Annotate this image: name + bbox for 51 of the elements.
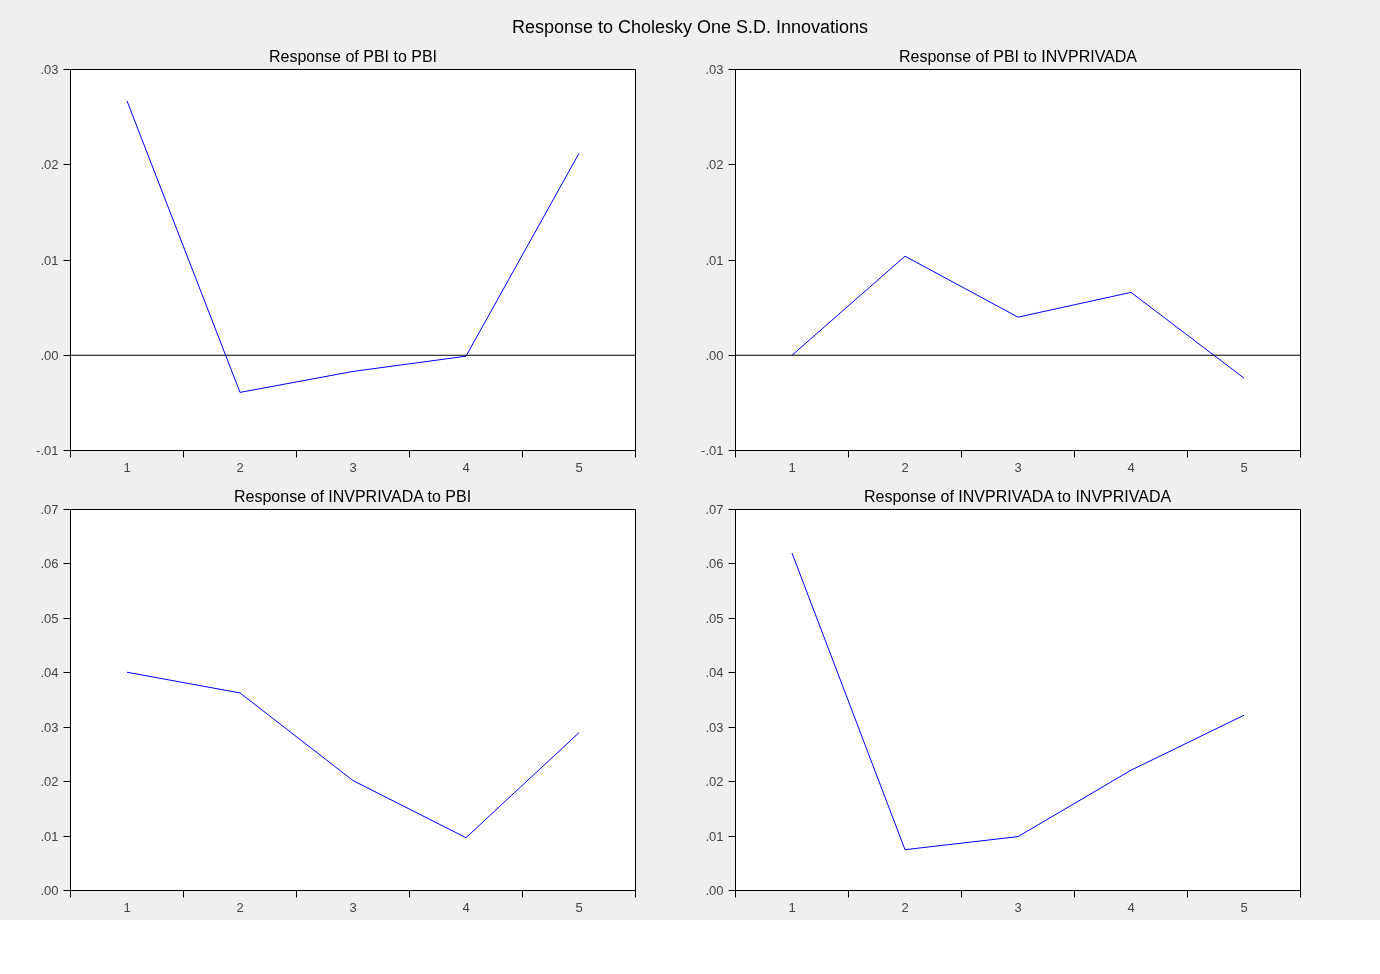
y-tick-label: .03 bbox=[40, 719, 59, 735]
x-tick-label: 5 bbox=[575, 459, 583, 475]
chart-title: Response of PBI to INVPRIVADA bbox=[898, 47, 1138, 65]
y-tick-label: .02 bbox=[705, 774, 724, 790]
y-tick-label: .04 bbox=[40, 665, 59, 681]
y-tick-label: .01 bbox=[40, 252, 59, 268]
y-tick-label: .01 bbox=[705, 252, 724, 268]
x-tick-label: 2 bbox=[901, 899, 909, 915]
y-tick-label: .04 bbox=[705, 665, 724, 681]
x-tick-label: 4 bbox=[462, 459, 470, 475]
text: Response to Cholesky One S.D. Innovations bbox=[511, 16, 869, 39]
x-tick-label: 3 bbox=[349, 459, 357, 475]
x-tick-label: 1 bbox=[788, 899, 796, 915]
y-tick-label: .00 bbox=[705, 883, 724, 898]
y-tick-label: .00 bbox=[40, 883, 59, 898]
y-tick-label: .02 bbox=[705, 157, 724, 173]
y-tick-label: .06 bbox=[705, 556, 724, 572]
y-tick-label: .07 bbox=[705, 502, 724, 517]
y-tick-label: .03 bbox=[40, 62, 59, 77]
x-tick-label: 3 bbox=[1014, 459, 1022, 475]
y-tick-label: .07 bbox=[40, 502, 59, 517]
x-tick-label: 5 bbox=[1240, 459, 1248, 475]
chart-title: Response of INVPRIVADA to INVPRIVADA bbox=[864, 487, 1172, 505]
chart-title: Response of INVPRIVADA to PBI bbox=[233, 487, 472, 505]
x-tick-label: 4 bbox=[1127, 899, 1135, 915]
x-tick-label: 3 bbox=[349, 899, 357, 915]
y-tick-label: .00 bbox=[705, 347, 724, 363]
x-tick-label: 3 bbox=[1014, 899, 1022, 915]
x-tick-label: 1 bbox=[123, 459, 131, 475]
y-tick-label: .03 bbox=[705, 719, 724, 735]
y-tick-label: .05 bbox=[705, 610, 724, 626]
y-tick-label: -.01 bbox=[701, 443, 724, 458]
x-tick-label: 4 bbox=[462, 899, 470, 915]
y-tick-label: .06 bbox=[40, 556, 59, 572]
y-tick-label: .03 bbox=[705, 62, 724, 77]
y-tick-label: -.01 bbox=[36, 443, 59, 458]
y-tick-label: .00 bbox=[40, 347, 59, 363]
y-tick-label: .01 bbox=[40, 828, 59, 844]
y-tick-label: .05 bbox=[40, 610, 59, 626]
x-tick-label: 5 bbox=[575, 899, 583, 915]
y-tick-label: .02 bbox=[40, 774, 59, 790]
x-tick-label: 5 bbox=[1240, 899, 1248, 915]
x-tick-label: 1 bbox=[788, 459, 796, 475]
chart-title: Response of PBI to PBI bbox=[268, 47, 438, 65]
x-tick-label: 2 bbox=[236, 899, 244, 915]
x-tick-label: 2 bbox=[901, 459, 909, 475]
x-tick-label: 2 bbox=[236, 459, 244, 475]
y-tick-label: .02 bbox=[40, 157, 59, 173]
x-tick-label: 1 bbox=[123, 899, 131, 915]
x-tick-label: 4 bbox=[1127, 459, 1135, 475]
y-tick-label: .01 bbox=[705, 828, 724, 844]
